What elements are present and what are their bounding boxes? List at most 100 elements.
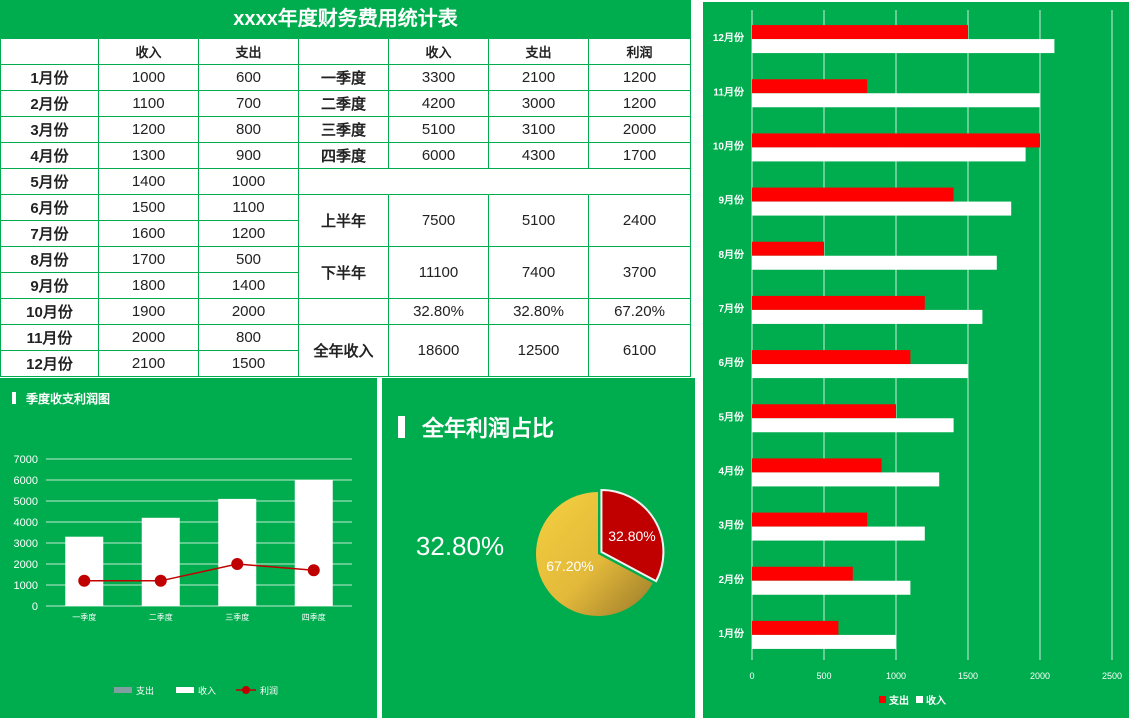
table-row: 1月份 1000 600 一季度 3300 2100 1200 [0, 64, 691, 91]
table-row: 12月份 2100 1500 [0, 350, 691, 377]
y-tick-label: 4月份 [718, 464, 745, 477]
month-expense: 1000 [198, 168, 299, 195]
month-income: 1000 [98, 64, 199, 91]
quarter-expense: 3000 [488, 90, 589, 117]
x-tick-label: 一季度 [72, 612, 96, 622]
x-tick-label: 三季度 [225, 612, 249, 622]
half-label: 上半年 [298, 194, 389, 247]
x-tick-label: 四季度 [302, 612, 326, 622]
quarter-chart-panel: 季度收支利润图 0 1000 2000 3000 4000 5000 6000 7000 一季度 二… [0, 378, 377, 718]
table-row: 11月份 2000 800 全年收入 18600 12500 6100 [0, 324, 691, 377]
table-row: 4月份 1300 900 四季度 6000 4300 1700 [0, 142, 691, 169]
title-bar: xxxx年度财务费用统计表 [0, 0, 691, 38]
income-bar [218, 498, 257, 606]
quarter-expense: 2100 [488, 64, 589, 91]
header-income: 收入 [388, 38, 489, 65]
month-income: 1500 [98, 194, 199, 221]
quarter-label: 一季度 [298, 64, 389, 91]
profit-point [78, 574, 91, 587]
month-expense: 1400 [198, 272, 299, 299]
quarter-label: 四季度 [298, 142, 389, 169]
income-bar [752, 255, 997, 270]
header-blank [0, 38, 99, 65]
y-tick-label: 9月份 [718, 194, 745, 207]
expense-bar [752, 620, 839, 635]
y-tick-label: 0 [32, 601, 38, 613]
chart-title: 季度收支利润图 [25, 391, 110, 406]
profit-point [307, 564, 320, 577]
income-bar [752, 634, 896, 649]
monthly-chart-panel: 0 500 1000 1500 2000 2500 1月份 2月份 3月份 4月份 5月份 6月份 7月… [703, 2, 1129, 718]
income-bar [752, 201, 1012, 216]
income-bar [752, 364, 968, 379]
expense-bar [752, 458, 882, 473]
expense-bar [752, 350, 911, 365]
profit-pie-chart: 全年利润占比 32.80% 32.80% 67.20% [398, 416, 665, 616]
income-bar [752, 93, 1040, 108]
month-label: 2月份 [0, 90, 99, 117]
quarter-profit: 1200 [588, 64, 691, 91]
profit-point [154, 574, 167, 587]
legend-label: 利润 [260, 685, 278, 696]
table-row: 7月份 1600 1200 [0, 220, 691, 247]
header-income: 收入 [98, 38, 199, 65]
profit-pie-panel: 全年利润占比 32.80% 32.80% 67.20% [382, 378, 695, 718]
income-bar [752, 147, 1026, 162]
month-label: 10月份 [0, 298, 99, 325]
month-label: 1月份 [0, 64, 99, 91]
month-label: 9月份 [0, 272, 99, 299]
ratio-income: 32.80% [388, 298, 489, 325]
month-label: 4月份 [0, 142, 99, 169]
quarter-profit: 1700 [588, 142, 691, 169]
quarter-expense: 3100 [488, 116, 589, 143]
half-label: 下半年 [298, 246, 389, 299]
title-marker [398, 416, 405, 438]
income-bar [294, 480, 333, 606]
month-expense: 1200 [198, 220, 299, 247]
quarter-income: 3300 [388, 64, 489, 91]
chart-title: 全年利润占比 [421, 416, 554, 441]
month-expense: 2000 [198, 298, 299, 325]
half-profit: 3700 [588, 246, 691, 299]
expense-bar [752, 566, 853, 581]
income-bar [65, 536, 104, 606]
y-tick-label: 5000 [14, 496, 38, 508]
y-tick-label: 11月份 [713, 85, 745, 98]
half-profit: 2400 [588, 194, 691, 247]
profit-line [84, 563, 314, 582]
expense-bar [752, 512, 868, 527]
x-tick-label: 2000 [1030, 671, 1050, 681]
expense-bar [752, 25, 968, 40]
y-tick-label: 12月份 [713, 31, 745, 44]
y-tick-label: 8月份 [718, 248, 745, 261]
profit-point [231, 558, 244, 570]
month-label: 12月份 [0, 350, 99, 377]
pie-slice-label: 32.80% [608, 528, 655, 544]
quarter-income: 4200 [388, 90, 489, 117]
quarter-income: 5100 [388, 116, 489, 143]
table-row: 5月份 1400 1000 [0, 168, 691, 195]
pie-slice-label: 67.20% [546, 558, 593, 574]
month-label: 5月份 [0, 168, 99, 195]
table-row: 8月份 1700 500 下半年 11100 7400 3700 [0, 246, 691, 299]
x-tick-label: 二季度 [149, 612, 173, 622]
expense-bar [752, 295, 925, 310]
x-tick-label: 0 [749, 671, 754, 681]
ratio-expense: 32.80% [488, 298, 589, 325]
legend-swatch-income [916, 696, 923, 703]
monthly-bar-chart: 0 500 1000 1500 2000 2500 1月份 2月份 3月份 4月份 5月份 6月份 7月… [713, 10, 1122, 707]
x-tick-label: 1000 [886, 671, 906, 681]
income-bar [752, 39, 1055, 54]
quarter-expense: 4300 [488, 142, 589, 169]
month-income: 1400 [98, 168, 199, 195]
quarter-profit: 1200 [588, 90, 691, 117]
header-blank [298, 38, 389, 65]
month-income: 1800 [98, 272, 199, 299]
pie-slice-profit [600, 488, 665, 583]
title-marker [12, 392, 16, 404]
x-tick-label: 1500 [958, 671, 978, 681]
header-profit: 利润 [588, 38, 691, 65]
quarter-label: 二季度 [298, 90, 389, 117]
y-tick-label: 2月份 [718, 573, 745, 586]
income-bar [752, 418, 954, 433]
